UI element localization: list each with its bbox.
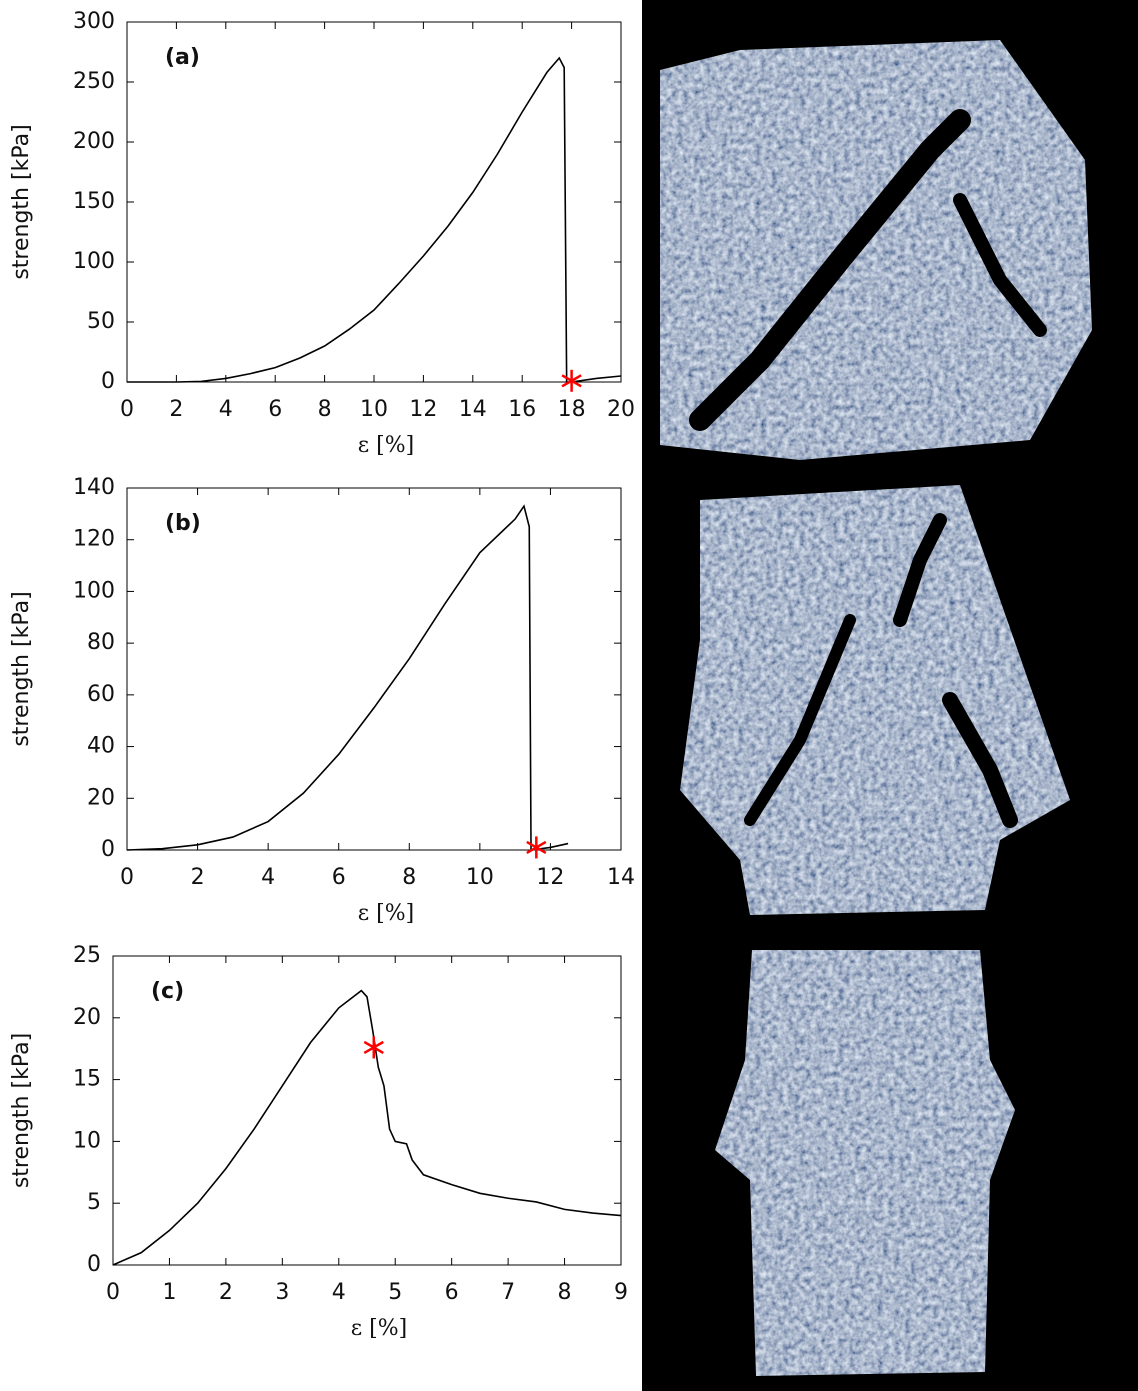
y-axis-label: strength [kPa]: [9, 591, 34, 746]
x-tick-label: 10: [466, 865, 494, 890]
marker-stroke: [561, 374, 582, 388]
x-tick-label: 0: [120, 397, 134, 422]
y-tick-label: 80: [87, 630, 115, 655]
y-tick-label: 140: [73, 475, 115, 500]
y-tick-label: 100: [73, 578, 115, 603]
y-tick-label: 20: [87, 785, 115, 810]
highlight-marker: [561, 369, 582, 392]
y-tick-label: 0: [101, 837, 115, 862]
y-tick-label: 0: [87, 1252, 101, 1277]
crack: [689, 109, 971, 431]
x-tick-label: 8: [402, 865, 416, 890]
specimen-b: [680, 485, 1070, 915]
marker-stroke: [526, 840, 547, 854]
plot-frame: [126, 487, 622, 851]
x-tick-label: 6: [268, 397, 282, 422]
panel-label: (b): [165, 511, 201, 536]
x-tick-label: 14: [607, 865, 635, 890]
y-tick-label: 250: [73, 69, 115, 94]
panel-label: (c): [151, 979, 184, 1004]
specimen-c: [715, 950, 1015, 1376]
x-tick-label: 1: [162, 1280, 176, 1305]
x-tick-label: 9: [614, 1280, 628, 1305]
y-tick-label: 120: [73, 527, 115, 552]
x-tick-label: 5: [388, 1280, 402, 1305]
x-axis-label: ε [%]: [351, 1316, 407, 1341]
crack: [744, 614, 856, 826]
highlight-marker: [363, 1036, 384, 1059]
y-tick-label: 20: [73, 1005, 101, 1030]
y-tick-label: 150: [73, 189, 115, 214]
x-tick-label: 18: [558, 397, 586, 422]
y-tick-label: 5: [87, 1190, 101, 1215]
x-tick-label: 4: [332, 1280, 346, 1305]
crack: [953, 193, 1047, 337]
y-tick-label: 50: [87, 309, 115, 334]
x-tick-label: 8: [558, 1280, 572, 1305]
x-tick-label: 12: [409, 397, 437, 422]
y-tick-label: 10: [73, 1128, 101, 1153]
simulation-images: [642, 0, 1138, 1391]
data-line: [127, 56, 622, 383]
y-tick-label: 200: [73, 129, 115, 154]
x-tick-label: 4: [219, 397, 233, 422]
x-tick-label: 3: [275, 1280, 289, 1305]
x-tick-label: 0: [120, 865, 134, 890]
x-tick-label: 2: [169, 397, 183, 422]
crack: [942, 692, 1018, 828]
x-tick-label: 2: [219, 1280, 233, 1305]
y-tick-label: 300: [73, 9, 115, 34]
plot-frame: [112, 955, 622, 1266]
chart: 0 1 2 3 4 5 6 7 8 9 0 5 10 15 20 25 (c) ε [%] strength [kP…: [9, 943, 628, 1341]
x-tick-label: 14: [459, 397, 487, 422]
y-axis-label: strength [kPa]: [9, 1033, 34, 1188]
x-tick-label: 16: [508, 397, 536, 422]
y-tick-label: 25: [73, 943, 101, 968]
y-tick-label: 100: [73, 249, 115, 274]
x-tick-label: 6: [445, 1280, 459, 1305]
x-tick-label: 10: [360, 397, 388, 422]
y-tick-label: 15: [73, 1067, 101, 1092]
x-tick-label: 0: [106, 1280, 120, 1305]
y-tick-label: 60: [87, 682, 115, 707]
y-tick-label: 40: [87, 734, 115, 759]
x-tick-label: 7: [501, 1280, 515, 1305]
y-tick-label: 0: [101, 369, 115, 394]
chart: 0 2 4 6 8 10 12 14 16 18 20050100150200250300(a)ε …: [9, 9, 635, 458]
x-tick-label: 8: [318, 397, 332, 422]
y-axis-label: strength [kPa]: [9, 124, 34, 279]
marker-stroke: [363, 1040, 384, 1055]
x-tick-label: 2: [191, 865, 205, 890]
highlight-marker: [526, 836, 547, 859]
x-tick-label: 12: [536, 865, 564, 890]
data-line: [126, 504, 569, 851]
x-axis-label: ε [%]: [358, 901, 414, 926]
x-tick-label: 20: [607, 397, 635, 422]
data-line: [112, 989, 622, 1266]
plot-frame: [126, 21, 622, 383]
panel-label: (a): [165, 45, 200, 70]
x-axis-label: ε [%]: [358, 433, 414, 458]
crack: [893, 513, 947, 627]
x-tick-label: 4: [261, 865, 275, 890]
x-tick-label: 6: [332, 865, 346, 890]
